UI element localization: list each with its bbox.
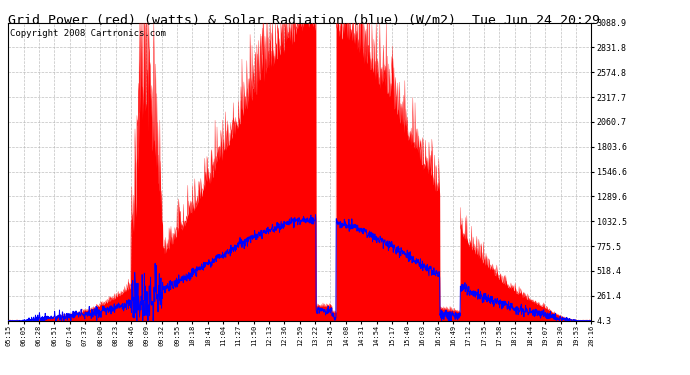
Text: Grid Power (red) (watts) & Solar Radiation (blue) (W/m2)  Tue Jun 24 20:29: Grid Power (red) (watts) & Solar Radiati… [8,13,600,26]
Text: Copyright 2008 Cartronics.com: Copyright 2008 Cartronics.com [10,29,166,38]
